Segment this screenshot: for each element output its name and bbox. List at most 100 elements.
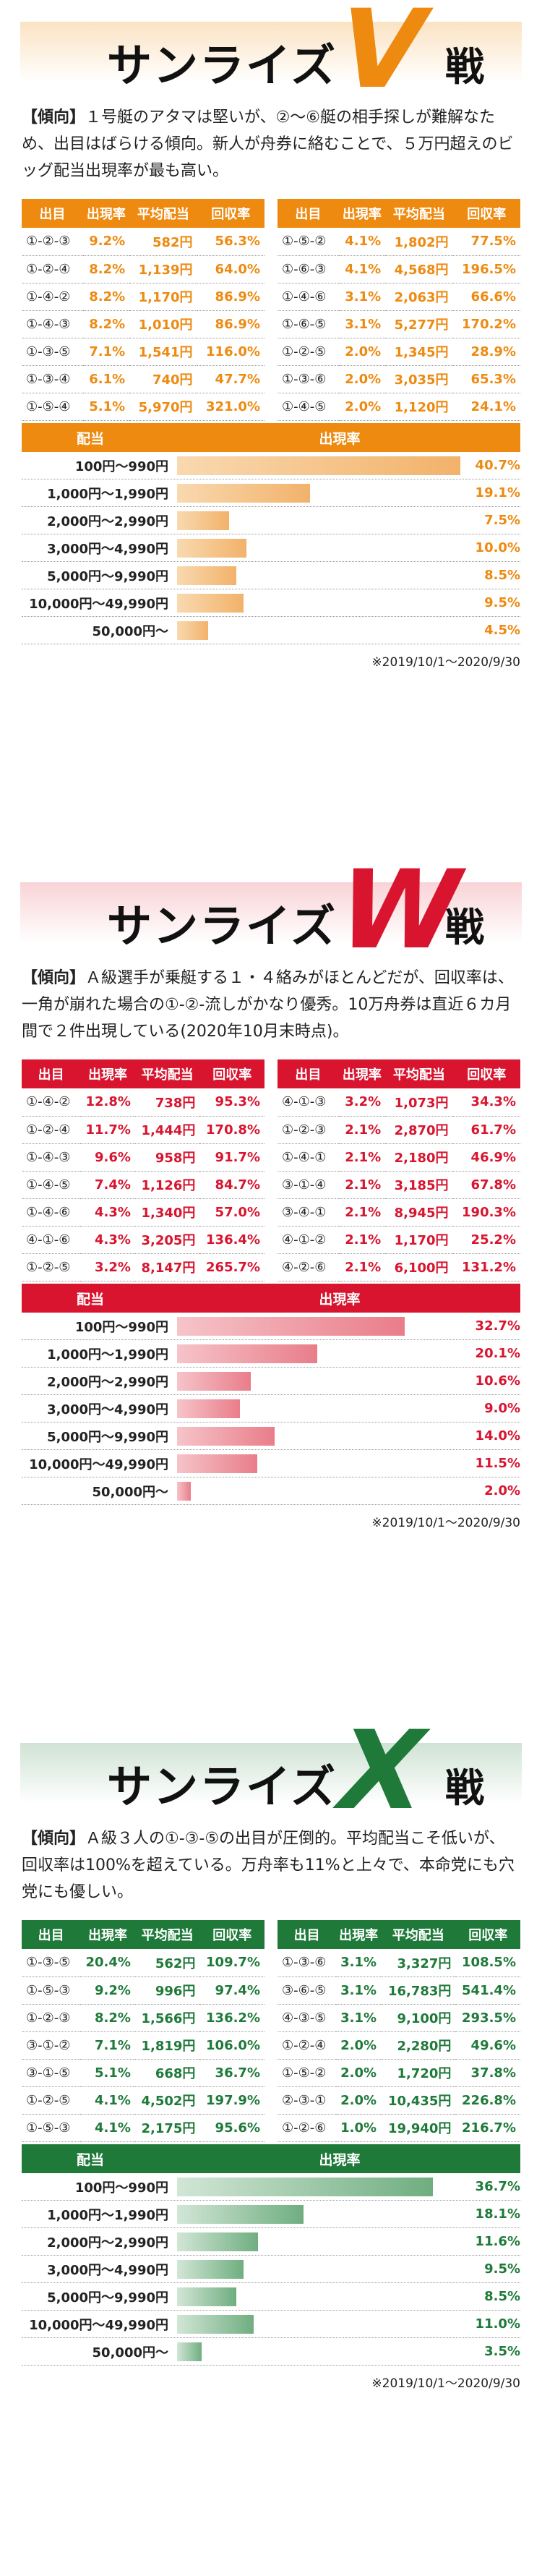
return-cell: 56.3%	[197, 228, 264, 256]
return-cell: 95.3%	[199, 1088, 264, 1117]
distribution-row: 10,000円〜49,990円 11.5%	[22, 1450, 520, 1477]
period-note: ※2019/10/1〜2020/9/30	[371, 2376, 520, 2391]
payout-cell: 1,802円	[385, 228, 453, 256]
table-header-cell: 平均配当	[129, 199, 197, 228]
distribution-bar	[177, 2178, 433, 2196]
description-tag: 【傾向】	[22, 1830, 86, 1848]
payout-cell: 738円	[134, 1088, 200, 1117]
distribution-row: 100円〜990円 32.7%	[22, 1313, 520, 1340]
combo-cell: ①-④-②	[22, 1088, 81, 1117]
section-title: サンライズ	[107, 39, 337, 92]
combo-cell: ①-②-④	[278, 2031, 337, 2060]
section-banner: サンライズ V 戦	[20, 0, 522, 113]
table-header-cell: 出目	[22, 1059, 81, 1088]
section-title-letter: X	[324, 1708, 439, 1834]
distribution-value: 9.0%	[484, 1401, 520, 1416]
return-cell: 95.6%	[199, 2114, 264, 2142]
rate-cell: 7.4%	[80, 1171, 135, 1199]
table-row: ④-③-⑤ 3.1% 9,100円 293.5%	[278, 2004, 520, 2032]
return-cell: 61.7%	[452, 1116, 520, 1144]
payout-distribution: 配当 出現率 100円〜990円 32.7% 1,000円〜1,990円 20.1% 2,0…	[22, 1284, 520, 1505]
table-row: ①-⑤-② 2.0% 1,720円 37.8%	[278, 2059, 520, 2087]
distribution-header: 配当 出現率	[22, 1284, 520, 1313]
combo-cell: ①-②-⑤	[22, 2086, 81, 2115]
payout-cell: 562円	[134, 1949, 200, 1977]
rate-cell: 7.1%	[80, 2031, 135, 2060]
distribution-value: 19.1%	[475, 485, 520, 500]
rate-cell: 1.0%	[336, 2114, 382, 2142]
payout-cell: 2,063円	[385, 283, 453, 311]
distribution-range: 2,000円〜2,990円	[47, 513, 168, 529]
distribution-value: 11.0%	[475, 2316, 520, 2332]
rate-cell: 2.1%	[338, 1226, 386, 1254]
distribution-value: 3.5%	[484, 2344, 520, 2359]
rate-cell: 3.1%	[338, 310, 386, 338]
section-title-suffix: 戦	[445, 44, 484, 90]
distribution-range: 1,000円〜1,990円	[47, 486, 168, 502]
combo-cell: ①-⑤-②	[278, 228, 339, 256]
table-header-cell: 回収率	[452, 199, 520, 228]
table-row: ①-③-④ 6.1% 740円 47.7%	[22, 365, 264, 393]
return-cell: 265.7%	[199, 1253, 264, 1281]
table-row: ①-②-③ 9.2% 582円 56.3%	[22, 228, 264, 256]
distribution-range: 10,000円〜49,990円	[29, 1457, 168, 1472]
distribution-value: 10.0%	[475, 540, 520, 555]
distribution-row: 2,000円〜2,990円 7.5%	[22, 507, 520, 534]
table-header-cell: 出目	[278, 1920, 337, 1949]
return-cell: 197.9%	[199, 2086, 264, 2115]
payout-cell: 996円	[134, 1976, 200, 2005]
table-header-row: 出目 出現率 平均配当 回収率	[22, 1920, 264, 1949]
table-header-cell: 出目	[22, 1920, 81, 1949]
combo-cell: ③-①-④	[278, 1171, 339, 1199]
payout-cell: 19,940円	[381, 2114, 456, 2142]
payout-cell: 6,100円	[385, 1253, 453, 1281]
distribution-header-payout: 配当	[76, 430, 104, 447]
payout-cell: 1,541円	[129, 338, 197, 366]
distribution-range: 3,000円〜4,990円	[47, 2262, 168, 2278]
rate-cell: 5.1%	[82, 393, 130, 421]
table-row: ①-②-⑤ 2.0% 1,345円 28.9%	[278, 338, 520, 366]
distribution-bar-area	[177, 617, 470, 644]
table-header-row: 出目 出現率 平均配当 回収率	[278, 199, 520, 228]
result-table-left: 出目 出現率 平均配当 回収率 ①-②-③ 9.2% 582円 56.3% ①-②-④ 8.2% 1…	[22, 199, 264, 448]
distribution-value: 20.1%	[475, 1346, 520, 1361]
payout-cell: 8,945円	[385, 1198, 453, 1227]
distribution-value: 11.5%	[475, 1456, 520, 1471]
result-table-right: 出目 出現率 平均配当 回収率 ①-③-⑥ 3.1% 3,327円 108.5% ③-⑥-⑤ 3.…	[278, 1920, 520, 2142]
distribution-row: 5,000円〜9,990円 8.5%	[22, 2283, 520, 2311]
distribution-value: 9.5%	[484, 595, 520, 610]
rate-cell: 3.1%	[336, 1976, 382, 2005]
distribution-range: 2,000円〜2,990円	[47, 1374, 168, 1390]
section-w: サンライズ W 戦【傾向】Ａ級選手が乗艇する１・４絡みがほとんどだが、回収率は、一角…	[0, 848, 542, 1530]
distribution-range: 50,000円〜	[92, 2345, 168, 2360]
rate-cell: 3.1%	[338, 283, 386, 311]
rate-cell: 4.1%	[338, 255, 386, 283]
distribution-row: 10,000円〜49,990円 9.5%	[22, 589, 520, 617]
table-header-cell: 回収率	[452, 1059, 520, 1088]
distribution-bar	[177, 2205, 304, 2224]
combo-cell: ①-④-⑤	[278, 393, 339, 421]
table-row: ①-②-③ 8.2% 1,566円 136.2%	[22, 2004, 264, 2032]
distribution-value: 10.6%	[475, 1373, 520, 1389]
distribution-range: 3,000円〜4,990円	[47, 1402, 168, 1417]
return-cell: 109.7%	[199, 1949, 264, 1977]
combo-cell: ①-②-⑤	[22, 1253, 81, 1281]
distribution-row: 3,000円〜4,990円 9.0%	[22, 1395, 520, 1423]
return-cell: 34.3%	[452, 1088, 520, 1117]
distribution-row: 100円〜990円 40.7%	[22, 452, 520, 479]
payout-cell: 2,280円	[381, 2031, 456, 2060]
combo-cell: ①-⑥-③	[278, 255, 339, 283]
distribution-row: 5,000円〜9,990円 8.5%	[22, 562, 520, 589]
table-header-cell: 出現率	[80, 1920, 135, 1949]
combo-cell: ③-⑥-⑤	[278, 1976, 337, 2005]
return-cell: 66.6%	[452, 283, 520, 311]
table-header-cell: 平均配当	[134, 1920, 200, 1949]
distribution-row: 2,000円〜2,990円 11.6%	[22, 2228, 520, 2256]
combo-cell: ②-③-①	[278, 2086, 337, 2115]
payout-cell: 8,147円	[134, 1253, 200, 1281]
payout-cell: 582円	[129, 228, 197, 256]
distribution-row: 100円〜990円 36.7%	[22, 2173, 520, 2201]
table-row: ①-④-② 12.8% 738円 95.3%	[22, 1088, 264, 1117]
rate-cell: 2.1%	[338, 1198, 386, 1227]
